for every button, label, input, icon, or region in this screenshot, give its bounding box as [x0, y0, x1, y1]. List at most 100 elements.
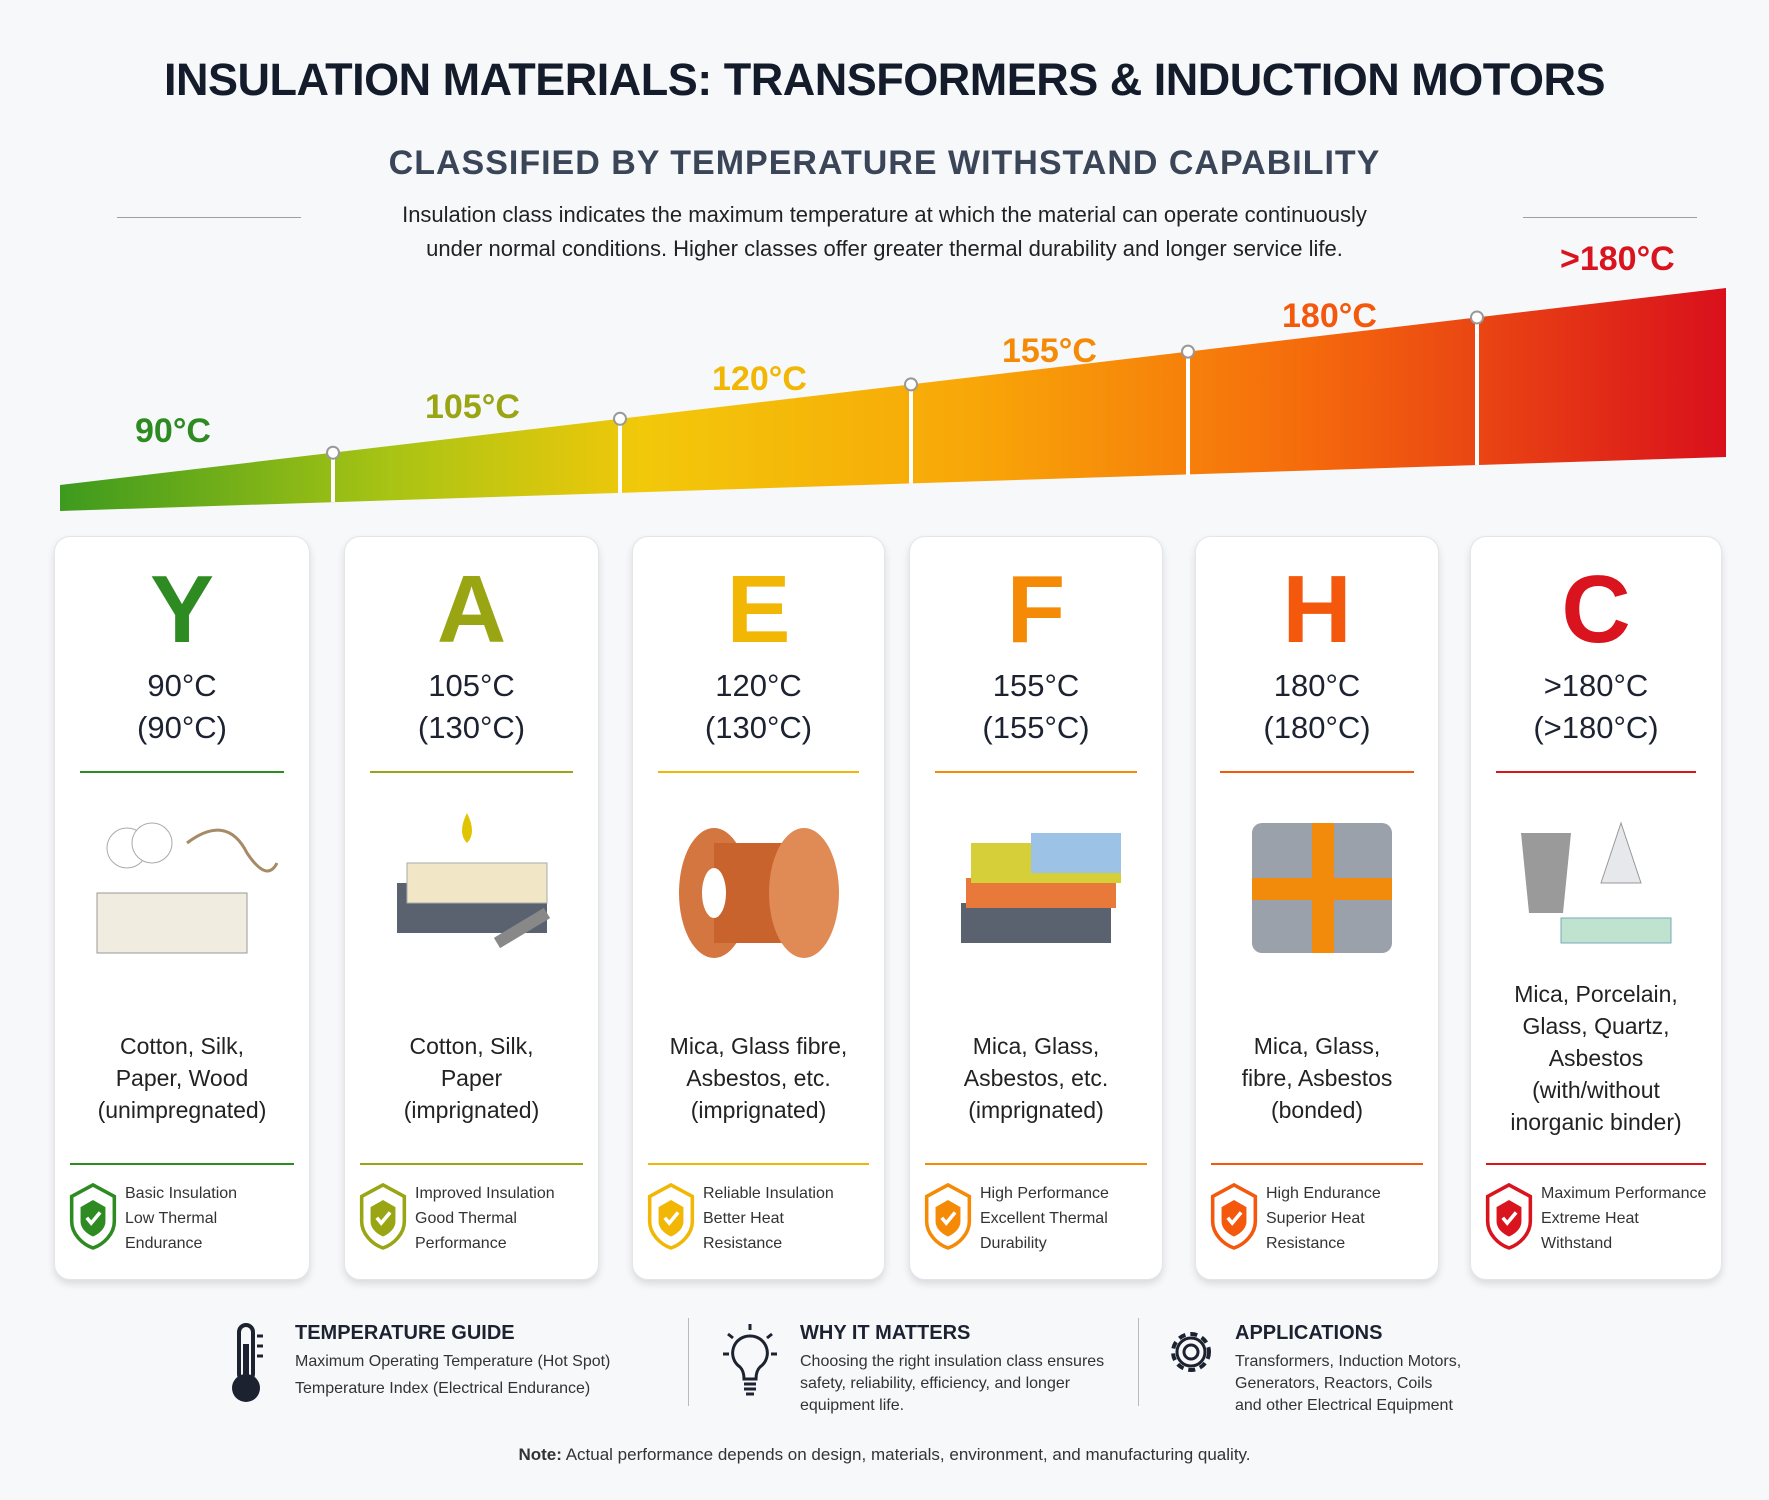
material-line: Paper, Wood: [115, 1065, 249, 1091]
divider: [117, 217, 301, 218]
badge-line: Endurance: [125, 1235, 203, 1252]
badge-line: Performance: [415, 1235, 507, 1252]
class-temperature-index: (130°C): [417, 710, 526, 745]
material-line: (unimpregnated): [97, 1097, 267, 1123]
material-line: Asbestos, etc.: [686, 1065, 831, 1091]
class-temperature-index: (180°C): [1263, 710, 1371, 745]
class-temperature-index: (155°C): [982, 710, 1090, 745]
description: Insulation class indicates the maximum t…: [300, 198, 1469, 266]
divider: [925, 1163, 1147, 1165]
footer-text: Choosing the right insulation class ensu…: [800, 1353, 1105, 1370]
class-temperature: 90°C: [147, 668, 217, 703]
class-letter: H: [1282, 556, 1352, 663]
badge-line: Superior Heat: [1266, 1210, 1365, 1227]
badge-line: High Endurance: [1266, 1185, 1381, 1202]
why-it-matters: WHY IT MATTERS Choosing the right insula…: [720, 1322, 1104, 1417]
class-temperature: 120°C: [715, 668, 802, 703]
footnote: Note: Actual performance depends on desi…: [60, 1445, 1709, 1465]
divider: [360, 1163, 583, 1165]
material-line: Glass, Quartz,: [1522, 1013, 1670, 1039]
page-subtitle: CLASSIFIED BY TEMPERATURE WITHSTAND CAPA…: [388, 144, 1381, 182]
divider: [1496, 771, 1696, 773]
material-illustration: [1471, 773, 1721, 1003]
material-line: fibre, Asbestos: [1241, 1065, 1393, 1091]
material-line: Mica, Porcelain,: [1514, 981, 1678, 1007]
class-temperature-index: (>180°C): [1533, 710, 1659, 745]
performance-badge: Maximum Performance Extreme Heat Withstand: [1471, 1165, 1721, 1256]
class-card-f: F 155°C (155°C) Mica, Glass, Asbestos, et…: [909, 536, 1163, 1280]
badge-line: Excellent Thermal: [980, 1210, 1108, 1227]
class-temperature: >180°C: [1543, 668, 1649, 703]
materials-list: Cotton, Silk, Paper (imprignated): [345, 1003, 598, 1153]
divider: [370, 771, 573, 773]
divider: [70, 1163, 294, 1165]
page-title: INSULATION MATERIALS: TRANSFORMERS & IND…: [164, 54, 1605, 105]
shield-check-icon: [1210, 1182, 1258, 1250]
class-temperature: 180°C: [1273, 668, 1361, 703]
temperature-ramp: [60, 288, 1726, 511]
ramp-marker: [613, 411, 627, 426]
material-line: Asbestos, etc.: [963, 1065, 1109, 1091]
shield-check-icon: [1485, 1182, 1533, 1250]
divider: [688, 1318, 689, 1406]
badge-line: Resistance: [703, 1235, 783, 1252]
gear-icon: [1171, 1332, 1211, 1372]
class-letter: C: [1561, 556, 1631, 663]
badge-line: Resistance: [1266, 1235, 1346, 1252]
class-letter: F: [1006, 556, 1066, 663]
note-label: Note:: [518, 1445, 562, 1464]
footer-heading: WHY IT MATTERS: [800, 1322, 971, 1344]
class-card-y: Y 90°C (90°C) Cotton, Silk, Paper, Wood (u…: [54, 536, 310, 1280]
material-line: Mica, Glass,: [972, 1033, 1100, 1059]
divider: [658, 771, 859, 773]
material-illustration: [55, 773, 309, 1003]
material-line: Asbestos: [1548, 1045, 1644, 1071]
material-line: inorganic binder): [1510, 1109, 1682, 1135]
material-line: (with/without: [1532, 1077, 1660, 1103]
materials-list: Mica, Glass, Asbestos, etc. (imprignated): [910, 1003, 1162, 1153]
material-line: Paper: [440, 1065, 503, 1091]
ramp-marker: [326, 445, 340, 460]
material-line: Mica, Glass,: [1253, 1033, 1381, 1059]
class-letter: Y: [149, 556, 215, 663]
scale-label: 90°C: [135, 412, 211, 450]
badge-line: High Performance: [980, 1185, 1109, 1202]
divider: [1486, 1163, 1706, 1165]
class-card-a: A 105°C (130°C) Cotton, Silk, Paper (impri…: [344, 536, 599, 1280]
divider: [935, 771, 1137, 773]
lightbulb-icon: [723, 1324, 777, 1396]
divider: [1138, 1318, 1139, 1406]
class-card-h: H 180°C (180°C) Mica, Glass, fibre, Asbes…: [1195, 536, 1439, 1280]
description-line: under normal conditions. Higher classes …: [426, 236, 1343, 261]
badge-line: Withstand: [1541, 1235, 1613, 1252]
divider: [648, 1163, 869, 1165]
shield-check-icon: [69, 1182, 117, 1250]
performance-badge: Basic Insulation Low Thermal Endurance: [55, 1165, 309, 1256]
divider: [80, 771, 284, 773]
material-line: Cotton, Silk,: [409, 1033, 534, 1059]
ramp-marker: [904, 377, 918, 392]
footer-text: equipment life.: [800, 1397, 905, 1414]
description-line: Insulation class indicates the maximum t…: [402, 202, 1367, 227]
performance-badge: High Endurance Superior Heat Resistance: [1196, 1165, 1438, 1256]
performance-badge: Improved Insulation Good Thermal Performan…: [345, 1165, 598, 1256]
performance-badge: High Performance Excellent Thermal Durabil…: [910, 1165, 1162, 1256]
badge-line: Good Thermal: [415, 1210, 517, 1227]
footer-text: Generators, Reactors, Coils: [1235, 1375, 1433, 1392]
badge-line: Better Heat: [703, 1210, 784, 1227]
class-temperature: 155°C: [992, 668, 1080, 703]
class-card-e: E 120°C (130°C) Mica, Glass fibre, Asbest…: [632, 536, 885, 1280]
material-illustration: [1196, 773, 1438, 1003]
badge-line: Improved Insulation: [415, 1185, 555, 1202]
materials-list: Mica, Glass, fibre, Asbestos (bonded): [1196, 1003, 1438, 1153]
class-letter: E: [726, 556, 791, 663]
ramp-bar: [60, 288, 1726, 511]
note-text: Actual performance depends on design, ma…: [561, 1445, 1251, 1464]
badge-line: Durability: [980, 1235, 1047, 1252]
footer-text: Transformers, Induction Motors,: [1235, 1353, 1462, 1370]
material-line: (bonded): [1270, 1097, 1364, 1123]
applications: APPLICATIONS Transformers, Induction Mot…: [1163, 1322, 1461, 1417]
thermometer-icon: [232, 1323, 263, 1402]
material-line: (imprignated): [403, 1097, 540, 1123]
badge-line: Low Thermal: [125, 1210, 218, 1227]
